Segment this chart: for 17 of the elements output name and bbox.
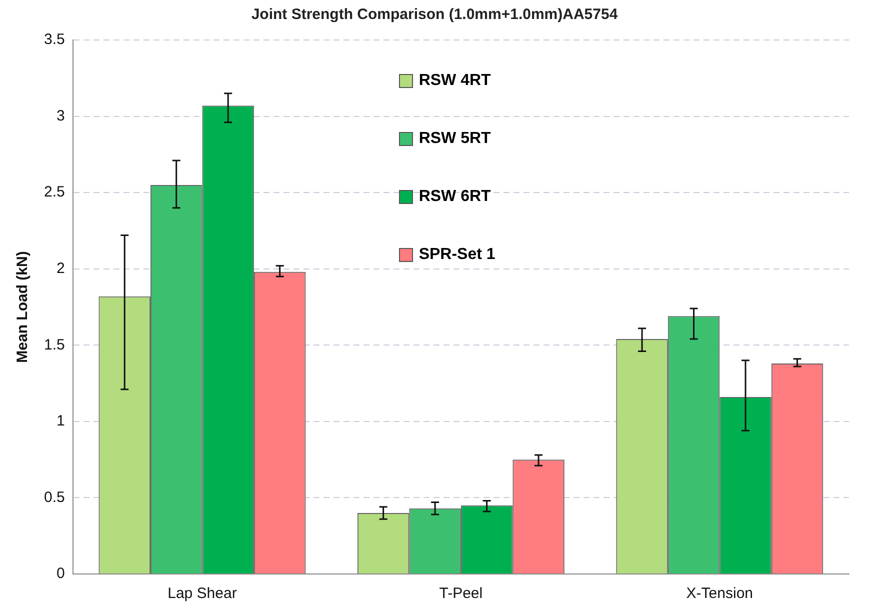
y-axis-title: Mean Load (kN) [14, 251, 32, 363]
y-tick-label: 3 [56, 107, 65, 124]
x-tick-label: Lap Shear [168, 585, 237, 602]
legend-label: SPR-Set 1 [418, 246, 496, 264]
y-tick-label: 2.5 [44, 184, 65, 201]
y-tick-label: 2 [56, 260, 65, 277]
legend-label: RSW 4RT [418, 72, 491, 90]
legend-label: RSW 5RT [418, 130, 491, 148]
x-tick-label: X-Tension [686, 585, 753, 602]
y-tick-label: 1 [56, 412, 65, 430]
y-tick-label: 3.5 [44, 31, 65, 48]
y-tick-label: 0.5 [44, 488, 65, 506]
chart-title: Joint Strength Comparison (1.0mm+1.0mm)AA5754 [250, 6, 619, 23]
legend-label: RSW 6RT [418, 188, 491, 206]
y-tick-label: 1.5 [44, 336, 65, 354]
y-tick-label: 0 [56, 565, 65, 582]
x-tick-label: T-Peel [439, 585, 483, 602]
